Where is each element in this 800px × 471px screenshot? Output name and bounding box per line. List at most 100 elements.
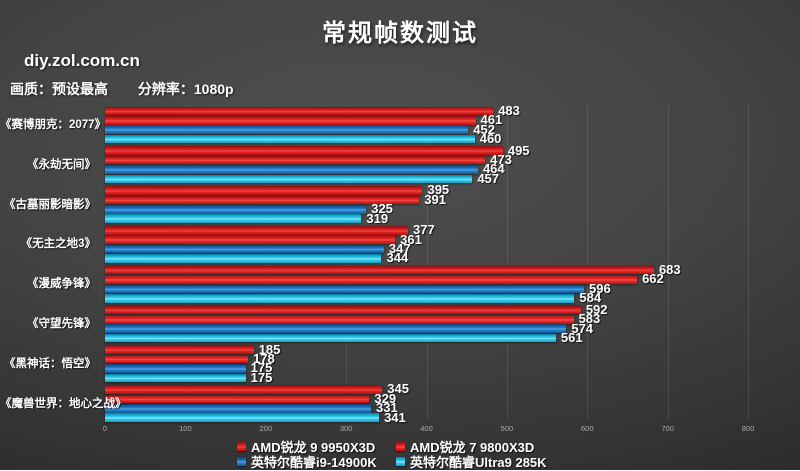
bar-value-label: 473 xyxy=(490,151,512,167)
bar-value-label: 457 xyxy=(477,170,500,186)
bar-0-row-6 xyxy=(105,345,254,355)
settings-line: 画质：预设最高 分辨率：1080p xyxy=(10,79,260,99)
bar-value-label: 461 xyxy=(480,112,503,128)
legend-item: AMD锐龙 9 9950X3D xyxy=(237,440,376,455)
category-label: 《永劫无间》 xyxy=(27,158,96,171)
bar-2-row-5 xyxy=(105,324,567,334)
category-label: 《无主之地3》 xyxy=(20,238,96,251)
bar-1-row-5 xyxy=(105,314,574,324)
legend-swatch-icon xyxy=(396,457,405,466)
chart-title: 常规帧数测试 xyxy=(322,20,478,47)
category-label: 《黑神话：悟空》 xyxy=(4,357,96,370)
x-tick-label: 300 xyxy=(339,424,353,433)
legend-swatch-icon xyxy=(396,442,405,451)
bar-value-label: 347 xyxy=(388,240,411,256)
bar-value-label: 344 xyxy=(386,250,409,266)
bar-3-row-4 xyxy=(105,293,575,303)
legend-label: AMD锐龙 7 9800X3D xyxy=(410,440,535,455)
legend-item: 英特尔酷睿i9-14900K xyxy=(237,455,377,470)
legend-label: 英特尔酷睿i9-14900K xyxy=(251,455,377,470)
bar-value-label: 583 xyxy=(578,311,601,327)
bar-3-row-0 xyxy=(105,134,475,144)
bar-2-row-7 xyxy=(105,403,372,413)
bar-1-row-1 xyxy=(105,155,486,165)
bar-0-row-1 xyxy=(105,146,503,156)
gridline xyxy=(506,105,508,419)
bar-value-label: 361 xyxy=(400,231,422,247)
bar-value-label: 331 xyxy=(376,400,398,416)
x-tick-label: 100 xyxy=(179,424,192,433)
bar-2-row-2 xyxy=(105,204,367,214)
watermark: diy.zol.com.cn xyxy=(24,51,140,70)
x-tick-label: 400 xyxy=(420,424,433,433)
bar-value-label: 584 xyxy=(579,290,602,306)
bar-1-row-7 xyxy=(105,394,370,404)
category-label: 《守望先锋》 xyxy=(27,318,96,330)
x-tick-label: 700 xyxy=(661,424,674,433)
gridline xyxy=(748,105,749,419)
bar-value-label: 329 xyxy=(374,390,397,406)
bar-value-label: 175 xyxy=(250,369,273,385)
legend-swatch-icon xyxy=(237,442,246,451)
bar-value-label: 683 xyxy=(658,261,681,277)
bar-0-row-3 xyxy=(105,225,408,235)
bar-3-row-5 xyxy=(105,333,556,343)
bar-value-label: 464 xyxy=(482,161,505,177)
category-label: 《漫威争锋》 xyxy=(27,278,96,291)
bar-3-row-2 xyxy=(105,214,362,224)
legend-label: AMD锐龙 9 9950X3D xyxy=(251,440,376,455)
bar-0-row-7 xyxy=(105,385,383,394)
bar-3-row-7 xyxy=(105,413,380,423)
bar-2-row-0 xyxy=(105,125,469,135)
category-label: 《魔兽世界：地心之战》 xyxy=(0,397,127,410)
quality-setting: 画质：预设最高 xyxy=(10,81,108,97)
bar-1-row-2 xyxy=(105,195,420,205)
bar-2-row-6 xyxy=(105,364,246,373)
bar-value-label: 319 xyxy=(366,210,389,226)
x-tick-label: 200 xyxy=(259,424,273,433)
bar-0-row-5 xyxy=(105,305,581,315)
bar-value-label: 452 xyxy=(473,121,495,137)
x-tick-label: 0 xyxy=(102,424,108,433)
bar-1-row-0 xyxy=(105,115,476,125)
bar-value-label: 178 xyxy=(253,350,275,366)
legend-item: 英特尔酷睿Ultra9 285K xyxy=(396,455,547,470)
bar-value-label: 592 xyxy=(585,301,608,317)
bar-0-row-0 xyxy=(105,106,494,116)
bar-0-row-4 xyxy=(105,265,654,275)
bar-value-label: 662 xyxy=(642,271,664,287)
bar-2-row-3 xyxy=(105,244,384,254)
bar-2-row-4 xyxy=(105,284,585,294)
bar-value-label: 345 xyxy=(387,381,409,397)
bar-1-row-3 xyxy=(105,235,396,245)
bar-3-row-3 xyxy=(105,254,382,263)
bar-2-row-1 xyxy=(105,165,478,174)
bar-value-label: 175 xyxy=(250,360,273,376)
plot-area: 483 461 452 460 495 473 464 457 395 391 325 319 377 3… xyxy=(105,102,749,425)
bar-value-label: 561 xyxy=(560,329,583,345)
bar-value-label: 495 xyxy=(507,142,530,158)
bar-3-row-6 xyxy=(105,373,246,383)
category-label: 《古墓丽影暗影》 xyxy=(4,198,96,211)
legend-item: AMD锐龙 7 9800X3D xyxy=(396,440,535,455)
category-label: 《赛博朋克：2077》 xyxy=(0,119,107,131)
bar-value-label: 483 xyxy=(498,102,520,118)
bar-value-label: 395 xyxy=(427,182,450,198)
bar-value-label: 460 xyxy=(479,130,502,146)
bar-value-label: 185 xyxy=(258,341,281,357)
bar-value-label: 596 xyxy=(589,280,611,296)
bar-value-label: 341 xyxy=(384,409,406,425)
gridline xyxy=(426,105,428,419)
bar-value-label: 377 xyxy=(413,222,435,238)
legend-label: 英特尔酷睿Ultra9 285K xyxy=(410,455,547,470)
legend-swatch-icon xyxy=(237,457,246,466)
bar-1-row-6 xyxy=(105,354,249,364)
bar-value-label: 325 xyxy=(371,201,393,217)
bar-3-row-1 xyxy=(105,174,473,184)
bar-value-label: 391 xyxy=(424,191,446,207)
x-tick-label: 500 xyxy=(500,424,514,433)
gridline xyxy=(667,105,669,419)
gridline xyxy=(587,105,589,419)
x-tick-label: 600 xyxy=(580,424,594,433)
